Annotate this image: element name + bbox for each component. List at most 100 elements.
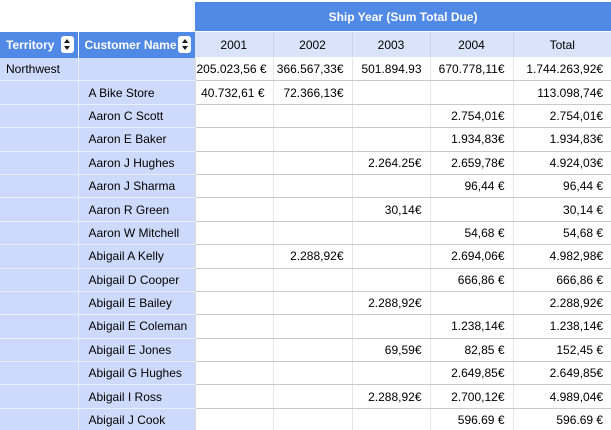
- value-cell-2003: 2.264.25€: [352, 151, 431, 175]
- value-cell-2003: 30,14€: [352, 197, 431, 222]
- value-cell-2004: 670.778,11€: [430, 57, 514, 82]
- value-cell-2002: [273, 151, 353, 175]
- sort-icon[interactable]: [60, 36, 74, 53]
- territory-cell: [0, 314, 79, 339]
- column-header-territory[interactable]: Territory: [0, 31, 79, 58]
- value-cell-2001: [195, 174, 274, 199]
- value-cell-2004: 2.700,12€: [430, 384, 514, 409]
- territory-cell: [0, 127, 79, 152]
- value-cell-2003: [352, 268, 431, 292]
- table-row: Abigail J Cook 596.69 €596.69 €: [0, 408, 611, 430]
- value-cell-2003: [352, 314, 431, 339]
- value-cell-2002: 366.567,33€: [273, 57, 353, 82]
- table-row: Aaron W Mitchell 54,68 €54,68 €: [0, 221, 611, 246]
- value-cell-2001: [195, 408, 274, 430]
- value-cell-2001: [195, 314, 274, 339]
- customer-cell: Aaron C Scott: [78, 104, 196, 129]
- territory-cell: [0, 268, 79, 292]
- value-cell-2004: [430, 197, 514, 222]
- territory-cell: [0, 408, 79, 430]
- value-cell-2004: 2.754,01€: [430, 104, 514, 129]
- value-cell-2004: [430, 291, 514, 316]
- column-header-2001[interactable]: 2001: [195, 31, 274, 58]
- header-row: Territory Customer Name: [0, 31, 611, 58]
- value-cell-2004: 82,85 €: [430, 338, 514, 363]
- territory-cell: [0, 291, 79, 316]
- table-row: Aaron E Baker 1.934,83€ 1.934,83€: [0, 127, 611, 152]
- customer-cell: Aaron E Baker: [78, 127, 196, 152]
- column-header-customer-name[interactable]: Customer Name: [78, 31, 195, 58]
- table-row: Abigail E Coleman 1.238,14€ 1.238,14€: [0, 314, 611, 339]
- customer-cell: Abigail I Ross: [78, 384, 196, 409]
- value-cell-2002: [273, 384, 353, 409]
- value-cell-2001: 40.732,61 €: [195, 80, 274, 105]
- customer-cell: Abigail E Coleman: [78, 314, 196, 339]
- table-row: Abigail E Bailey 2.288,92€ 2.288,92€: [0, 291, 611, 316]
- value-cell-2002: [273, 174, 353, 199]
- value-cell-2003: 2.288,92€: [352, 384, 431, 409]
- customer-cell: Aaron J Hughes: [78, 151, 196, 175]
- value-cell-total: 4.989,04€: [513, 384, 611, 409]
- value-cell-2002: [273, 104, 353, 129]
- value-cell-2002: [273, 197, 353, 222]
- value-cell-2002: [273, 127, 353, 152]
- value-cell-total: 113.098,74€: [513, 80, 611, 105]
- customer-cell: A Bike Store: [78, 80, 196, 105]
- customer-cell: Aaron R Green: [78, 197, 196, 222]
- value-cell-total: 1.934,83€: [513, 127, 611, 152]
- column-header-2004[interactable]: 2004: [430, 31, 514, 58]
- value-cell-2003: [352, 361, 431, 386]
- value-cell-2003: 501.894.93: [352, 57, 431, 82]
- sort-down-arrow-icon: [64, 46, 70, 50]
- value-cell-total: 596.69 €: [513, 408, 611, 430]
- value-cell-total: 1.744.263,92€: [513, 57, 611, 82]
- banner-row: Ship Year (Sum Total Due): [0, 2, 611, 32]
- value-cell-2001: 205.023,56 €: [195, 57, 274, 82]
- customer-cell: Abigail A Kelly: [78, 244, 196, 269]
- value-cell-2001: [195, 221, 274, 246]
- territory-cell: [0, 151, 79, 175]
- customer-cell: Abigail E Jones: [78, 338, 196, 363]
- value-cell-2004: 1.934,83€: [430, 127, 514, 152]
- value-cell-2003: [352, 127, 431, 152]
- customer-cell: Abigail E Bailey: [78, 291, 196, 316]
- value-cell-2004: 596.69 €: [430, 408, 514, 430]
- column-header-2002[interactable]: 2002: [273, 31, 353, 58]
- customer-cell: Abigail J Cook: [78, 408, 196, 430]
- value-cell-2004: 2.659,78€: [430, 151, 514, 175]
- value-cell-2001: [195, 197, 274, 222]
- value-cell-2001: [195, 244, 274, 269]
- table-row: Abigail E Jones 69,59€ 82,85 €152,45 €: [0, 338, 611, 363]
- ship-year-banner: Ship Year (Sum Total Due): [195, 2, 611, 32]
- column-header-2003[interactable]: 2003: [352, 31, 431, 58]
- table-row: Abigail I Ross 2.288,92€ 2.700,12€ 4.989,04…: [0, 384, 611, 409]
- value-cell-2003: [352, 408, 431, 430]
- value-cell-2002: [273, 291, 353, 316]
- territory-cell: [0, 361, 79, 386]
- table-row: A Bike Store 40.732,61 €72.366,13€ 113.098…: [0, 80, 611, 105]
- value-cell-2004: 1.238,14€: [430, 314, 514, 339]
- territory-cell: [0, 80, 79, 105]
- customer-cell: Abigail D Cooper: [78, 268, 196, 292]
- column-header-total[interactable]: Total: [513, 31, 611, 58]
- sort-down-arrow-icon: [181, 46, 188, 50]
- territory-cell: [0, 244, 79, 269]
- sort-icon[interactable]: [178, 36, 191, 53]
- table-row: Aaron C Scott 2.754,01€ 2.754,01€: [0, 104, 611, 129]
- territory-cell: [0, 221, 79, 246]
- value-cell-2002: [273, 314, 353, 339]
- customer-cell: Abigail G Hughes: [78, 361, 196, 386]
- value-cell-total: 1.238,14€: [513, 314, 611, 339]
- value-cell-2002: [273, 268, 353, 292]
- value-cell-2002: [273, 361, 353, 386]
- value-cell-total: 2.754,01€: [513, 104, 611, 129]
- value-cell-2001: [195, 151, 274, 175]
- value-cell-2003: [352, 104, 431, 129]
- value-cell-2002: [273, 408, 353, 430]
- territory-cell: Northwest: [0, 57, 79, 82]
- value-cell-2003: [352, 80, 431, 105]
- value-cell-total: 4.982,98€: [513, 244, 611, 269]
- customer-cell: [78, 57, 196, 82]
- value-cell-2003: [352, 221, 431, 246]
